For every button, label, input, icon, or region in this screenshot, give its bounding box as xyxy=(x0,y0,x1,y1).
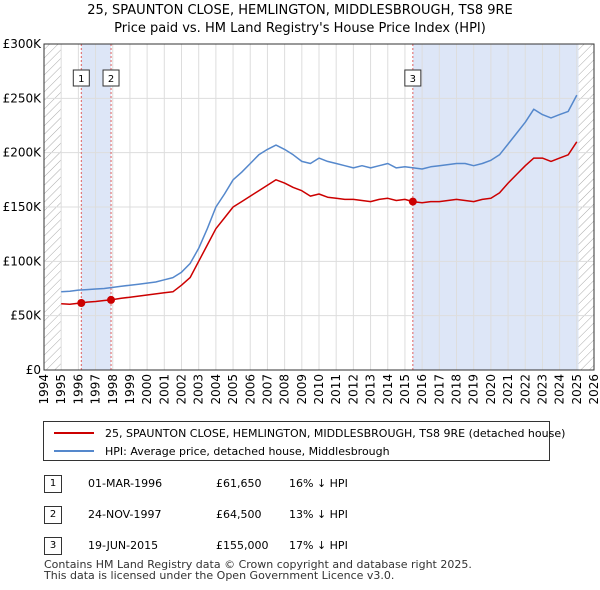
sale-point xyxy=(408,197,417,206)
chart-title: 25, SPAUNTON CLOSE, HEMLINGTON, MIDDLESB… xyxy=(0,2,600,38)
x-tick-label: 1998 xyxy=(106,374,120,405)
plot-frame xyxy=(43,43,595,371)
sale-price: £61,650 xyxy=(216,477,262,490)
x-tick-label: 2006 xyxy=(243,374,257,405)
x-tick-label: 2010 xyxy=(312,374,326,405)
x-tick-label: 1999 xyxy=(123,374,137,405)
legend-swatch-hpi xyxy=(54,450,94,452)
sale-row: 3 19-JUN-2015 £155,000 17% ↓ HPI xyxy=(44,537,444,557)
x-tick-label: 2023 xyxy=(535,374,549,405)
x-tick-label: 1996 xyxy=(71,374,85,405)
sale-date: 01-MAR-1996 xyxy=(88,477,163,490)
y-tick-label: £150K xyxy=(3,200,43,214)
x-tick-label: 2011 xyxy=(329,374,343,405)
chart-title-line2: Price paid vs. HM Land Registry's House … xyxy=(114,21,486,36)
chart-title-line1: 25, SPAUNTON CLOSE, HEMLINGTON, MIDDLESB… xyxy=(87,3,513,18)
sale-price: £155,000 xyxy=(216,539,269,552)
sale-marker-box xyxy=(102,69,120,87)
sale-marker-box xyxy=(72,69,90,87)
x-tick-label: 2021 xyxy=(501,374,515,405)
y-tick-label: £300K xyxy=(3,37,43,51)
x-tick-label: 2022 xyxy=(518,374,532,405)
footer-licence: This data is licensed under the Open Gov… xyxy=(44,569,395,582)
series-line-hpi xyxy=(61,94,578,293)
x-tick-label: 2008 xyxy=(278,374,292,405)
x-tick-label: 2015 xyxy=(398,374,412,405)
x-tick-label: 2019 xyxy=(467,374,481,405)
sale-number-badge: 1 xyxy=(44,475,62,493)
x-tick-label: 2012 xyxy=(346,374,360,405)
legend-item-property: 25, SPAUNTON CLOSE, HEMLINGTON, MIDDLESB… xyxy=(54,424,565,442)
x-tick-label: 2005 xyxy=(226,374,240,405)
x-tick-label: 2002 xyxy=(175,374,189,405)
x-tick-label: 2014 xyxy=(381,374,395,405)
x-tick-label: 2000 xyxy=(140,374,154,405)
y-tick-label: £250K xyxy=(3,91,43,105)
x-tick-label: 2020 xyxy=(484,374,498,405)
sale-hpi-diff: 13% ↓ HPI xyxy=(289,508,348,521)
x-tick-label: 2003 xyxy=(192,374,206,405)
sale-marker-box xyxy=(404,69,422,87)
sale-date: 19-JUN-2015 xyxy=(88,539,159,552)
legend-item-hpi: HPI: Average price, detached house, Midd… xyxy=(54,442,390,460)
x-tick-label: 1995 xyxy=(54,374,68,405)
sale-number-badge: 3 xyxy=(44,537,62,555)
legend-label-property: 25, SPAUNTON CLOSE, HEMLINGTON, MIDDLESB… xyxy=(105,426,566,440)
sale-date: 24-NOV-1997 xyxy=(88,508,162,521)
sale-marker-label: 1 xyxy=(78,74,84,85)
legend-swatch-property xyxy=(54,432,94,434)
x-tick-label: 2001 xyxy=(157,374,171,405)
x-tick-label: 1997 xyxy=(89,374,103,405)
sale-row: 2 24-NOV-1997 £64,500 13% ↓ HPI xyxy=(44,506,444,526)
y-tick-label: £200K xyxy=(3,146,43,160)
sale-row: 1 01-MAR-1996 £61,650 16% ↓ HPI xyxy=(44,475,444,495)
y-tick-label: £100K xyxy=(3,254,43,268)
y-tick-label: £0 xyxy=(26,363,41,377)
x-tick-label: 2017 xyxy=(432,374,446,405)
sale-hpi-diff: 17% ↓ HPI xyxy=(289,539,348,552)
sale-markers: 1 2 3 xyxy=(72,69,422,308)
footer-copyright: Contains HM Land Registry data © Crown c… xyxy=(44,558,472,571)
sale-number-badge: 2 xyxy=(44,506,62,524)
x-tick-label: 2016 xyxy=(415,374,429,405)
x-tick-label: 2026 xyxy=(587,374,600,405)
x-tick-label: 2004 xyxy=(209,374,223,405)
sale-point xyxy=(77,299,86,308)
sale-marker-label: 3 xyxy=(410,74,416,85)
sale-price: £64,500 xyxy=(216,508,262,521)
legend-label-hpi: HPI: Average price, detached house, Midd… xyxy=(105,444,390,458)
sale-point xyxy=(107,295,116,304)
x-tick-label: 2009 xyxy=(295,374,309,405)
sale-marker-label: 2 xyxy=(108,74,114,85)
x-tick-label: 2013 xyxy=(364,374,378,405)
x-tick-label: 1994 xyxy=(37,374,51,405)
legend: 25, SPAUNTON CLOSE, HEMLINGTON, MIDDLESB… xyxy=(43,421,565,461)
x-tick-label: 2024 xyxy=(553,374,567,405)
x-tick-label: 2007 xyxy=(260,374,274,405)
sale-hpi-diff: 16% ↓ HPI xyxy=(289,477,348,490)
footer: Contains HM Land Registry data © Crown c… xyxy=(44,559,472,581)
x-tick-label: 2025 xyxy=(570,374,584,405)
series-line-property xyxy=(61,141,578,306)
x-tick-label: 2018 xyxy=(450,374,464,405)
y-tick-label: £50K xyxy=(10,309,42,323)
series-lines xyxy=(61,94,578,306)
